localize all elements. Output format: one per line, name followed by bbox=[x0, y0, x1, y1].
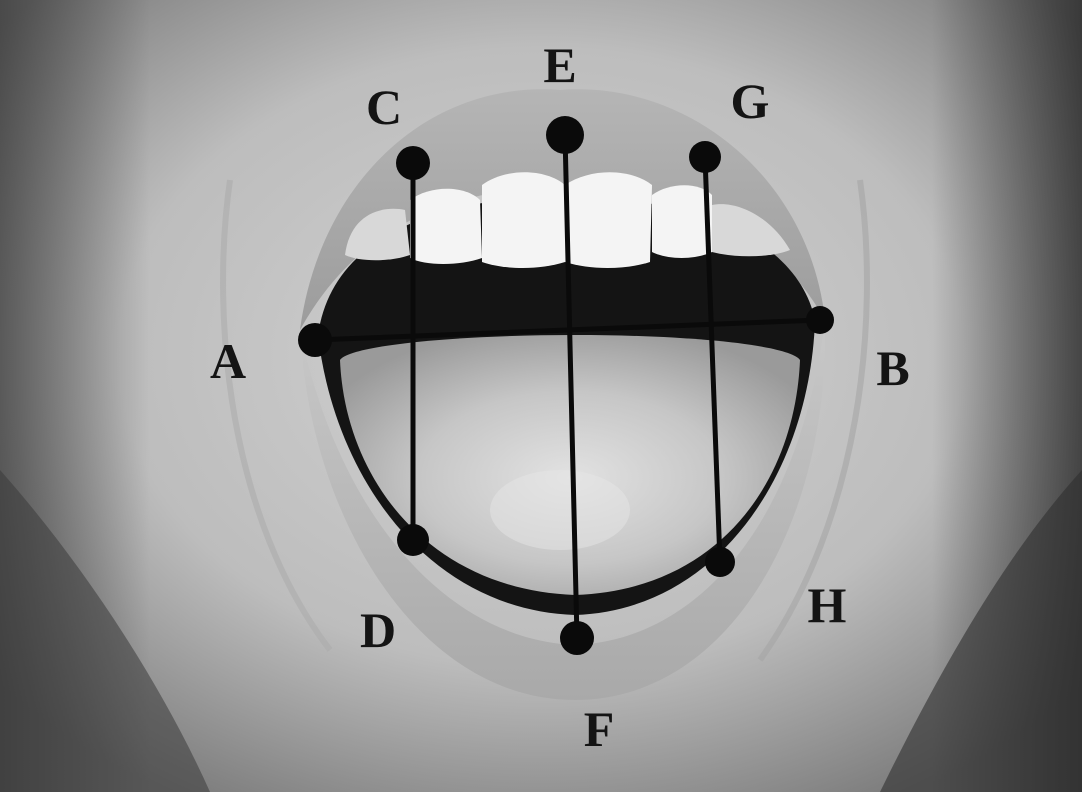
tongue bbox=[340, 335, 800, 595]
landmark-point-f bbox=[560, 621, 594, 655]
landmark-points bbox=[298, 116, 834, 655]
label-g: G bbox=[731, 73, 770, 129]
label-e: E bbox=[543, 37, 576, 93]
label-f: F bbox=[584, 701, 615, 757]
landmark-point-c bbox=[396, 146, 430, 180]
measurement-lines bbox=[312, 132, 823, 641]
lower-lip bbox=[300, 320, 826, 700]
landmark-point-b bbox=[806, 306, 834, 334]
landmark-point-a bbox=[298, 323, 332, 357]
landmark-point-e bbox=[546, 116, 584, 154]
line-g-h bbox=[702, 154, 723, 565]
label-c: C bbox=[366, 79, 402, 135]
line-e-f bbox=[562, 132, 580, 641]
landmark-point-h bbox=[705, 547, 735, 577]
label-d: D bbox=[360, 602, 396, 658]
label-b: B bbox=[876, 340, 909, 396]
label-h: H bbox=[808, 577, 847, 633]
label-a: A bbox=[210, 333, 246, 389]
landmark-labels: A B C D E F G H bbox=[210, 37, 910, 757]
landmark-point-g bbox=[689, 141, 721, 173]
landmark-point-d bbox=[397, 524, 429, 556]
upper-teeth bbox=[345, 172, 790, 268]
